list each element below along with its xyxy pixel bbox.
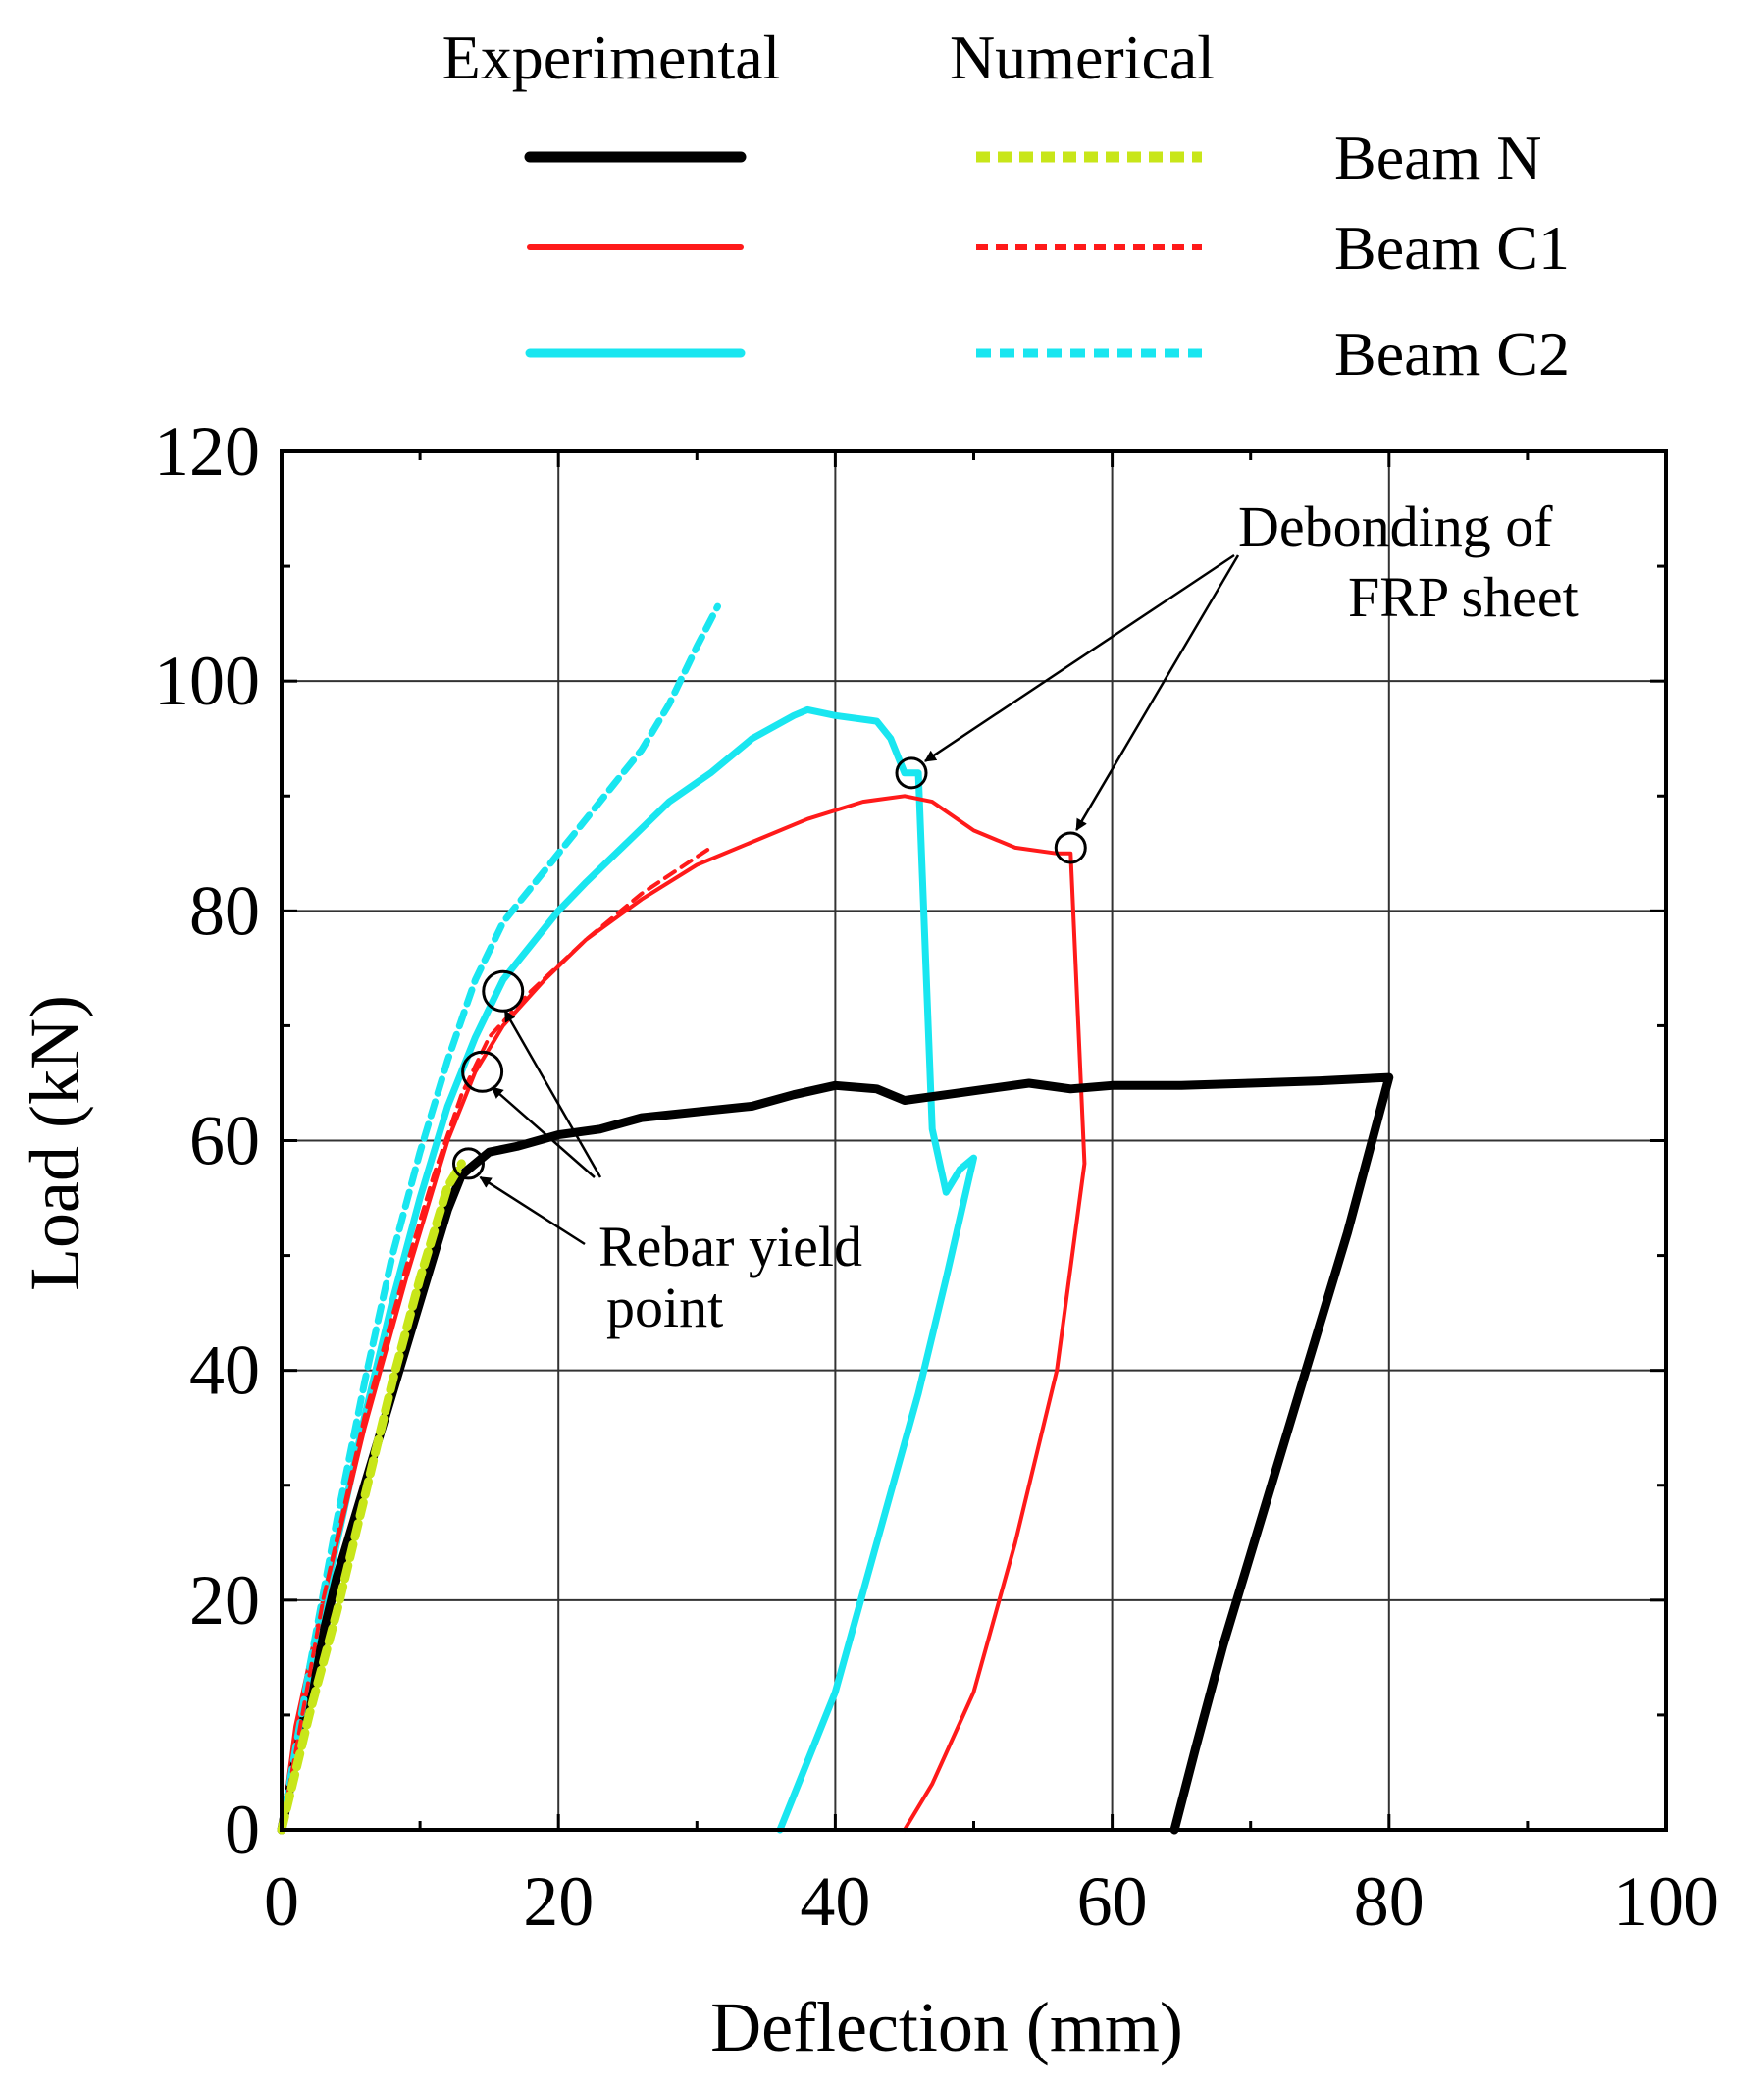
y-tick-label: 120 — [154, 412, 260, 491]
grid — [282, 451, 1666, 1830]
legend-numerical-header: Numerical — [950, 23, 1215, 92]
arrow-yield-c2 — [503, 1010, 602, 1178]
markers — [451, 756, 1087, 1180]
debonding-label-line2: FRP sheet — [1348, 565, 1579, 629]
rebar-yield-label-line1: Rebar yield — [598, 1215, 862, 1278]
rebar-yield-label-line2: point — [606, 1276, 723, 1339]
x-tick-label: 0 — [264, 1862, 299, 1941]
debonding-label-line1: Debonding of — [1238, 495, 1553, 558]
x-tick-label: 100 — [1613, 1862, 1719, 1941]
y-tick-label: 80 — [189, 871, 260, 950]
beam-c1-experimental-line — [280, 794, 1087, 1832]
marker-debond-C2 — [895, 756, 928, 790]
arrow-debond-c1 — [1075, 554, 1240, 831]
y-tick-label: 40 — [189, 1331, 260, 1410]
annotations: Rebar yield point Debonding of FRP sheet — [479, 495, 1579, 1339]
series — [277, 602, 1394, 1835]
x-tick-label: 40 — [800, 1862, 870, 1941]
y-tick-label: 0 — [225, 1791, 260, 1869]
arrow-debond-c2 — [924, 553, 1235, 762]
marker-debond-C1 — [1054, 831, 1087, 864]
beam-n-numerical-line — [277, 1159, 466, 1835]
arrow-yield-n — [479, 1175, 586, 1246]
y-axis-label: Load (kN) — [16, 995, 94, 1291]
y-tick-label: 20 — [189, 1561, 260, 1640]
beam-c2-experimental-line — [278, 705, 977, 1834]
legend-experimental-header: Experimental — [442, 23, 781, 92]
marker-yield-C2 — [482, 969, 525, 1013]
y-tick-label: 60 — [189, 1102, 260, 1180]
legend-beam-c1-label: Beam C1 — [1334, 213, 1570, 283]
beam-n-experimental-line — [277, 1072, 1394, 1835]
arrow-yield-c1 — [491, 1086, 596, 1178]
legend-beam-n-label: Beam N — [1334, 123, 1542, 192]
plot-frame — [280, 449, 1668, 1832]
x-tick-label: 80 — [1354, 1862, 1425, 1941]
legend-rows: Beam N Beam C1 Beam C2 — [524, 123, 1570, 389]
marker-yield-N — [451, 1147, 485, 1180]
beam-c1-numerical-line — [280, 845, 713, 1832]
ticks: 0 20 40 60 80 100 0 20 40 60 80 100 120 — [154, 412, 1719, 1941]
legend-beam-c2-label: Beam C2 — [1334, 319, 1570, 389]
x-tick-label: 60 — [1077, 1862, 1148, 1941]
x-axis-label: Deflection (mm) — [710, 1988, 1183, 2066]
marker-yield-C1 — [461, 1050, 504, 1093]
x-tick-label: 20 — [523, 1862, 594, 1941]
y-tick-label: 100 — [154, 642, 260, 720]
beam-c2-numerical-line — [278, 602, 721, 1834]
